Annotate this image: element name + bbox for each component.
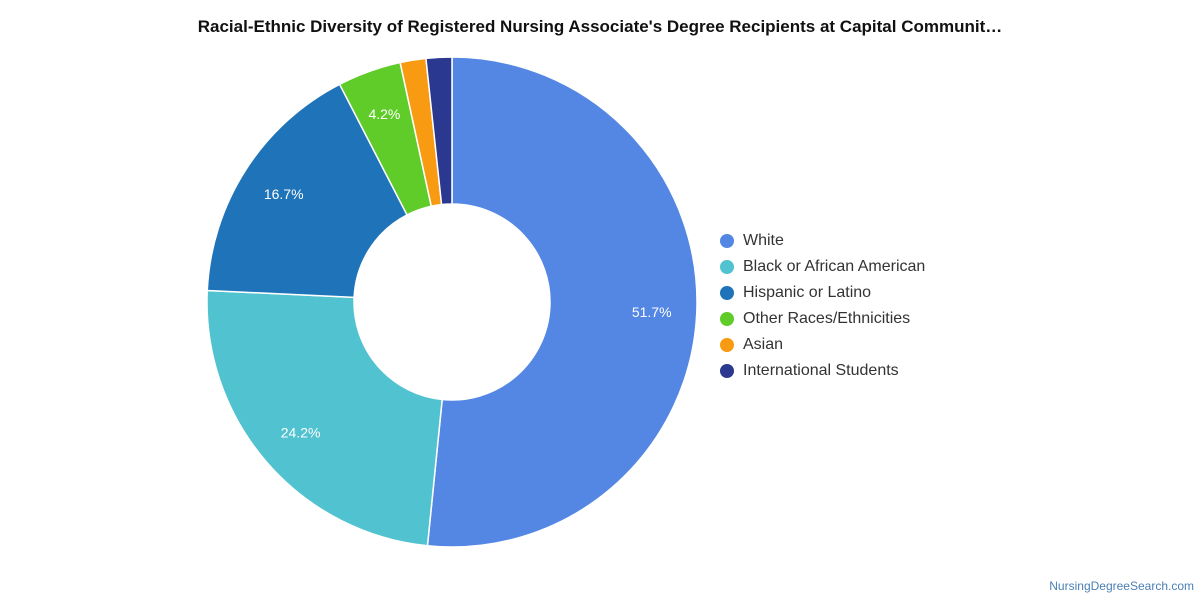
legend-label: Black or African American xyxy=(743,258,926,275)
legend-item-black-or-african-american[interactable]: Black or African American xyxy=(720,254,925,280)
legend-label: Hispanic or Latino xyxy=(743,284,872,301)
chart-legend: White Black or African American Hispanic o… xyxy=(720,228,925,384)
slice-label-hispanic-or-latino: 16.7% xyxy=(264,186,304,202)
legend-item-international-students[interactable]: International Students xyxy=(720,358,925,384)
slice-label-black-or-african-american: 24.2% xyxy=(281,425,321,441)
slice-label-other-races-ethnicities: 4.2% xyxy=(368,106,400,122)
slice-hispanic-or-latino[interactable] xyxy=(206,83,409,299)
legend-label: International Students xyxy=(743,362,899,379)
slice-label-white: 51.7% xyxy=(632,304,672,320)
legend-item-white[interactable]: White xyxy=(720,228,925,254)
chart-title: Racial-Ethnic Diversity of Registered Nu… xyxy=(197,17,1003,36)
slice-white[interactable] xyxy=(426,56,698,548)
site-credit[interactable]: NursingDegreeSearch.com xyxy=(1049,579,1194,593)
donut-labels: 51.7% 24.2% 16.7% 4.2% xyxy=(264,106,672,441)
legend-item-asian[interactable]: Asian xyxy=(720,332,925,358)
legend-item-other-races-ethnicities[interactable]: Other Races/Ethnicities xyxy=(720,306,925,332)
legend-swatch xyxy=(720,234,734,248)
legend-swatch xyxy=(720,312,734,326)
slice-international-students[interactable] xyxy=(425,56,453,206)
legend-swatch xyxy=(720,338,734,352)
legend-label: Other Races/Ethnicities xyxy=(743,310,911,327)
legend-label: Asian xyxy=(743,336,784,353)
donut-slices xyxy=(206,56,698,548)
legend-swatch xyxy=(720,286,734,300)
legend-swatch xyxy=(720,260,734,274)
slice-black-or-african-american[interactable] xyxy=(206,289,444,547)
legend-swatch xyxy=(720,364,734,378)
legend-label: White xyxy=(743,232,784,249)
legend-item-hispanic-or-latino[interactable]: Hispanic or Latino xyxy=(720,280,925,306)
